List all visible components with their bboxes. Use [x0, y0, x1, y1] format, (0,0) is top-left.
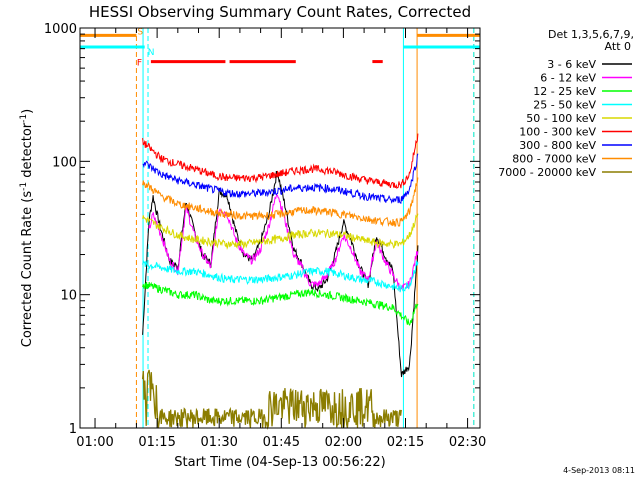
legend-header-detectors: Det 1,3,5,6,7,9,	[548, 28, 634, 41]
x-axis-ticks: 01:00 01:15 01:30 01:45 02:00 02:15 02:30	[76, 28, 486, 450]
series-line-4	[142, 213, 419, 251]
legend-label-8: 7000 - 20000 keV	[498, 166, 596, 179]
x-tick-label-2: 01:30	[200, 435, 237, 450]
y-axis-label-end: )	[20, 109, 35, 114]
series-line-7	[142, 177, 419, 227]
y-tick-label-2: 100	[52, 155, 77, 170]
x-tick-label-3: 01:45	[263, 435, 300, 450]
state-bars: S NF	[80, 27, 480, 69]
x-tick-label-6: 02:30	[449, 435, 486, 450]
series-line-3	[142, 258, 419, 293]
y-tick-label-3: 1000	[44, 22, 77, 37]
state-label-saa: S	[137, 27, 143, 37]
legend-header-attenuator: Att 0	[605, 40, 631, 53]
series-lines	[141, 133, 419, 430]
y-tick-label-1: 10	[60, 289, 77, 304]
legend-label-7: 800 - 7000 keV	[512, 153, 596, 166]
series-line-8	[141, 369, 402, 430]
y-axis-label-mid: detector	[20, 122, 35, 182]
x-axis-label: Start Time (04-Sep-13 00:56:22)	[174, 455, 385, 470]
series-line-5	[142, 133, 419, 190]
timestamp: 4-Sep-2013 08:11	[563, 466, 635, 475]
series-line-2	[142, 281, 419, 326]
x-tick-label-1: 01:15	[138, 435, 175, 450]
x-tick-label-4: 02:00	[325, 435, 362, 450]
y-axis-label-sup2: -1	[19, 114, 29, 123]
legend-label-0: 3 - 6 keV	[547, 58, 596, 71]
y-tick-label-0: 1	[69, 422, 77, 437]
vertical-markers	[135, 28, 475, 428]
legend-label-3: 25 - 50 keV	[533, 99, 596, 112]
x-tick-label-5: 02:15	[387, 435, 424, 450]
legend-label-6: 300 - 800 keV	[519, 139, 596, 152]
x-tick-label-0: 01:00	[76, 435, 113, 450]
legend-label-1: 6 - 12 keV	[540, 72, 596, 85]
state-label-flare: F	[137, 59, 142, 69]
y-axis-label-main: Corrected Count Rate (s	[20, 191, 35, 348]
series-line-6	[142, 153, 419, 204]
chart-title: HESSI Observing Summary Count Rates, Cor…	[89, 3, 471, 21]
y-axis-label: Corrected Count Rate (s-1 detector-1)	[19, 109, 35, 347]
y-axis-label-sup1: -1	[19, 182, 29, 191]
legend-label-2: 12 - 25 keV	[533, 85, 596, 98]
plot-frame	[79, 27, 481, 429]
state-label-night: N	[148, 48, 155, 58]
y-axis-ticks: 1 10 100 1000	[44, 22, 480, 437]
legend-label-4: 50 - 100 keV	[526, 112, 596, 125]
legend-label-5: 100 - 300 keV	[519, 126, 596, 139]
